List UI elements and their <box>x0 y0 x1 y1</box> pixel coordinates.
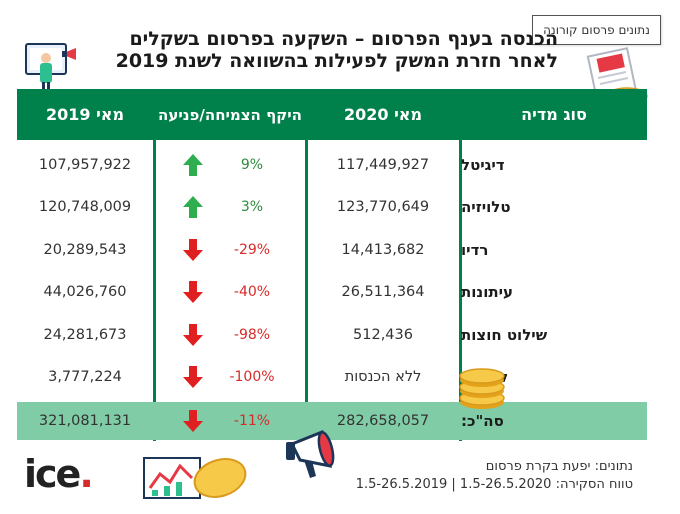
table-row: רדיו 14,413,682 -29% 20,289,543 <box>17 229 647 271</box>
change-percent: 9% <box>240 157 264 173</box>
change-arrow <box>173 186 213 228</box>
may-2019-value: 3,777,224 <box>48 369 122 385</box>
change-arrow <box>173 271 213 313</box>
total-row: סה"כ: 282,658,057 -11% 321,081,131 <box>17 402 647 440</box>
change-percent: -29% <box>233 242 271 258</box>
media-type: סה"כ: <box>461 412 504 430</box>
change-percent: -40% <box>233 284 271 300</box>
change-percent: -11% <box>233 413 271 429</box>
may-2020-value: 282,658,057 <box>336 413 430 429</box>
change-arrow <box>173 314 213 356</box>
ice-logo: ice. <box>24 452 94 496</box>
arrow-down-icon <box>183 366 203 388</box>
table-row: עיתונות 26,511,364 -40% 44,026,760 <box>17 271 647 313</box>
source-note: נתונים: יפעת בקרת פרסום טווח הסקירה: 1.5… <box>356 458 633 494</box>
arrow-down-icon <box>183 239 203 261</box>
may-2019-value: 120,748,009 <box>38 199 132 215</box>
chart-icon <box>143 457 247 499</box>
source-line-1: נתונים: יפעת בקרת פרסום <box>485 459 633 474</box>
column-divider <box>459 89 462 441</box>
may-2019-value: 44,026,760 <box>43 284 127 300</box>
change-arrow <box>173 229 213 271</box>
table-row: טלויזיה 123,770,649 3% 120,748,009 <box>17 186 647 228</box>
arrow-down-icon <box>183 410 203 432</box>
header-change: היקף הצמיחה/פניעה <box>155 89 305 140</box>
chart-title: הכנסה בענף הפרסום – השקעה בפרסום בשקלים … <box>88 28 558 72</box>
media-type: רדיו <box>461 241 489 259</box>
media-type: דיגיטל <box>461 156 505 174</box>
tooltip: נתונים פרסום קורונה <box>532 15 661 45</box>
arrow-down-icon <box>183 324 203 346</box>
media-type: טלויזיה <box>461 198 511 216</box>
title-line-1: הכנסה בענף הפרסום – השקעה בפרסום בשקלים <box>129 28 558 50</box>
paper-icon <box>586 47 638 101</box>
change-percent: 3% <box>240 199 264 215</box>
may-2020-value: 14,413,682 <box>341 242 425 258</box>
logo-dot: . <box>79 452 94 496</box>
may-2019-value: 321,081,131 <box>38 413 132 429</box>
table-row: קולנועללא הכנסות-100%3,777,224 <box>17 356 647 398</box>
may-2019-value: 107,957,922 <box>38 157 132 173</box>
coins-icon <box>459 368 505 409</box>
may-2020-value: 117,449,927 <box>336 157 430 173</box>
arrow-down-icon <box>183 281 203 303</box>
arrow-up-icon <box>183 196 203 218</box>
may-2020-value: 512,436 <box>353 327 413 343</box>
change-percent: -98% <box>233 327 271 343</box>
column-divider <box>153 89 156 441</box>
change-arrow <box>173 356 213 398</box>
column-divider <box>305 89 308 441</box>
header-may-2019: מאי 2019 <box>17 89 153 140</box>
presenter-icon <box>25 43 76 91</box>
table-row: דיגיטל 117,449,927 9% 107,957,922 <box>17 144 647 186</box>
title-line-2: לאחר חזרת המשק לפעילות בהשוואה לשנת 2019 <box>115 50 558 72</box>
media-type: שילוט חוצות <box>461 326 548 344</box>
change-percent: -100% <box>229 369 275 385</box>
change-arrow <box>173 402 213 440</box>
header-media-type: סוג מדיה <box>461 89 647 140</box>
may-2020-value: 26,511,364 <box>341 284 425 300</box>
table-row: שילוט חוצות 512,436 -98% 24,281,673 <box>17 314 647 356</box>
may-2020-value: ללא הכנסות <box>344 369 422 385</box>
media-type: עיתונות <box>461 283 513 301</box>
change-arrow <box>173 144 213 186</box>
may-2020-value: 123,770,649 <box>336 199 430 215</box>
may-2019-value: 20,289,543 <box>43 242 127 258</box>
header-may-2020: מאי 2020 <box>307 89 459 140</box>
arrow-up-icon <box>183 154 203 176</box>
source-line-2: טווח הסקירה: 1.5-26.5.2020 | 1.5-26.5.20… <box>355 477 633 492</box>
may-2019-value: 24,281,673 <box>43 327 127 343</box>
logo-text: ice <box>24 452 81 496</box>
megaphone-icon <box>286 429 335 478</box>
